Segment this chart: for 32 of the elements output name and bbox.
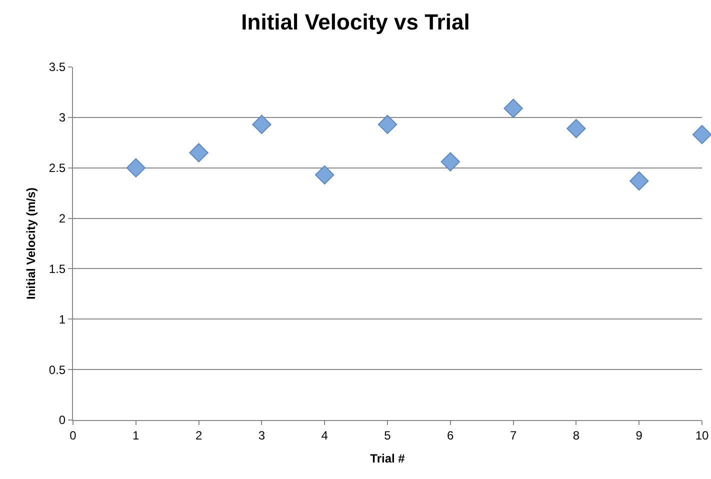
- y-tick-label: 1.5: [48, 262, 66, 276]
- point: [315, 165, 334, 185]
- x-tick-label: 9: [636, 428, 643, 442]
- y-tick-label: 2: [58, 211, 66, 226]
- y-tick-label: 3.5: [48, 60, 66, 74]
- y-tick-label: 1: [58, 312, 66, 326]
- y-tick-label: 2.5: [48, 161, 66, 176]
- y-tick-label: 0.5: [48, 362, 66, 377]
- point: [126, 158, 146, 178]
- point: [189, 143, 208, 162]
- x-tick-label: 0: [70, 428, 77, 442]
- y-axis-title: Initial Velocity (m/s): [24, 187, 38, 300]
- point: [566, 118, 586, 138]
- point: [630, 171, 649, 191]
- x-tick-label: 5: [384, 428, 392, 442]
- x-tick-label: 8: [572, 428, 580, 442]
- x-tick-label: 2: [195, 428, 202, 442]
- x-tick-label: 1: [132, 428, 140, 442]
- x-tick-label: 3: [258, 428, 266, 442]
- point: [692, 124, 711, 144]
- x-tick-label: 4: [321, 428, 328, 442]
- point: [252, 114, 272, 134]
- x-tick-label: 7: [510, 428, 517, 442]
- point: [504, 98, 523, 118]
- point: [440, 152, 460, 172]
- x-tick-label: 10: [695, 428, 709, 442]
- y-tick-label: 0: [58, 413, 66, 428]
- x-tick-label: 6: [447, 428, 454, 442]
- y-tick-label: 3: [58, 110, 66, 125]
- chart-title: Initial Velocity vs Trial: [241, 9, 470, 34]
- point: [378, 114, 398, 134]
- x-axis-title: Trial #: [370, 451, 406, 466]
